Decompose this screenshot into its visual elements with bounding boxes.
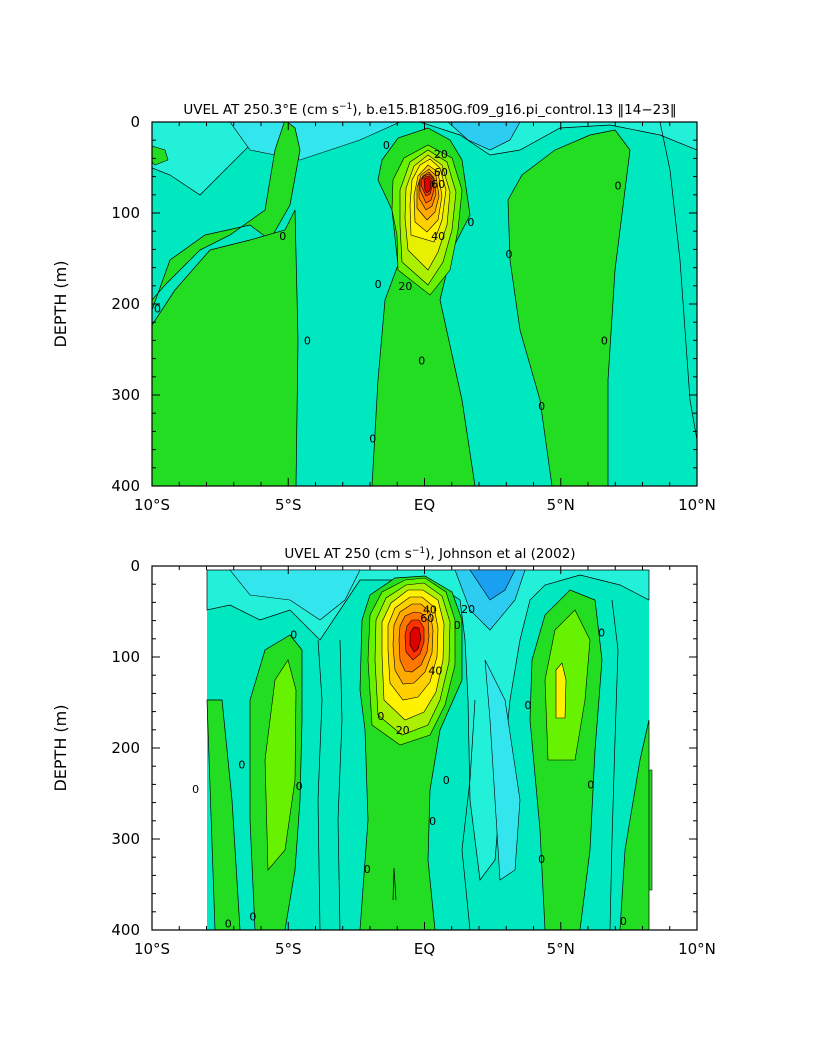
x-tick-label: 10°N (678, 496, 716, 514)
y-tick-label: 300 (111, 830, 140, 848)
x-tick-label: 5°N (547, 496, 575, 514)
y-tick-label: 0 (130, 113, 140, 131)
x-tick-label: 10°S (134, 940, 170, 958)
fill-surface-westward (152, 122, 697, 196)
fill-obs-east-jet (544, 609, 591, 761)
y-tick-label: 100 (111, 204, 140, 222)
fill-surface-westward-inner (229, 122, 401, 161)
x-tick-label: EQ (414, 496, 435, 514)
fill-west-eastward-2 (152, 209, 299, 486)
contour-label: 20 (398, 280, 412, 293)
contour-line-east (659, 122, 697, 441)
panel-obs-title: UVEL AT 250 (cm s−1), Johnson et al (200… (284, 546, 575, 562)
contour-label: 0 (377, 710, 384, 723)
contour-label: 0 (296, 780, 303, 793)
fill-obs-surface-2 (229, 569, 361, 621)
y-tick-label: 200 (111, 295, 140, 313)
contour-label: 40 (428, 665, 442, 678)
contour-label: 20 (434, 148, 448, 161)
fill-east-eastward (507, 129, 631, 486)
contour-line-obs-4 (609, 599, 619, 930)
fill-obs-far-east (619, 719, 650, 930)
fill-obs-west-eastward (206, 699, 241, 930)
contour-label: 40 (431, 230, 445, 243)
contour-line-obs-3 (461, 699, 476, 930)
panel-obs-ylabel: DEPTH (m) (51, 704, 70, 791)
fill-obs-surface-westward (206, 569, 650, 881)
contour-label: 20 (396, 724, 410, 737)
fill-eastward-left-small (152, 145, 169, 166)
contour-label: 60 (420, 612, 434, 625)
x-tick-label: 5°S (275, 940, 302, 958)
contour-line-obs-2 (337, 639, 343, 930)
panel-obs: UVEL AT 250 (cm s−1), Johnson et al (200… (51, 546, 716, 958)
y-tick-label: 100 (111, 648, 140, 666)
fill-obs-east-westward (484, 659, 521, 881)
fill-obs-east-jet-core (555, 662, 567, 719)
fill-obs-west-jet-core (264, 659, 297, 871)
contour-label: 0 (383, 139, 390, 152)
contour-label: 0 (429, 815, 436, 828)
panel-model-contours (152, 122, 697, 486)
x-tick-label: 10°S (134, 496, 170, 514)
x-tick-label: 5°N (547, 940, 575, 958)
contour-label: 20 (461, 603, 475, 616)
fill-obs-westward-core-2 (469, 569, 516, 601)
x-tick-label: 5°S (275, 496, 302, 514)
contour-label: 0 (154, 303, 161, 316)
contour-line-obs-1 (317, 639, 323, 930)
x-tick-label: 10°N (678, 940, 716, 958)
contour-label: 0 (192, 783, 199, 796)
contour-label: 0 (598, 626, 605, 639)
y-tick-label: 300 (111, 386, 140, 404)
contour-label: 0 (418, 354, 425, 367)
panel-model-title: UVEL AT 250.3°E (cm s−1), b.e15.B1850G.f… (183, 102, 676, 118)
contour-label: 40 (423, 604, 437, 617)
panel-model: UVEL AT 250.3°E (cm s−1), b.e15.B1850G.f… (51, 102, 716, 514)
contour-label: 0 (620, 915, 627, 928)
contour-label: 0 (238, 758, 245, 771)
contour-label: 0 (279, 230, 286, 243)
contour-label: 0 (614, 180, 621, 193)
contour-label: 60 (431, 178, 445, 191)
contour-label: 0 (505, 248, 512, 261)
contour-label: 0 (467, 216, 474, 229)
y-tick-label: 400 (111, 921, 140, 939)
contour-label: 0 (369, 433, 376, 446)
contour-label: 0 (587, 778, 594, 791)
contour-label: 0 (304, 334, 311, 347)
y-tick-label: 400 (111, 477, 140, 495)
fill-west-eastward (152, 122, 301, 311)
contour-label: 0 (538, 400, 545, 413)
contour-label: 0 (601, 334, 608, 347)
contour-label: 60 (434, 166, 448, 179)
panel-obs-contours (206, 569, 653, 930)
fill-surface-westward-core (447, 122, 521, 151)
contour-label: 0 (290, 628, 297, 641)
contour-label: 0 (525, 699, 532, 712)
contour-label: 0 (364, 863, 371, 876)
y-tick-label: 200 (111, 739, 140, 757)
contour-label: 0 (375, 278, 382, 291)
contour-label: 0 (249, 910, 256, 923)
contour-line-obs-5 (392, 867, 397, 901)
y-tick-label: 0 (130, 557, 140, 575)
contour-label: 0 (538, 853, 545, 866)
x-tick-label: EQ (414, 940, 435, 958)
contour-label: 0 (443, 774, 450, 787)
fill-obs-jet-core (409, 626, 422, 653)
panel-model-ylabel: DEPTH (m) (51, 260, 70, 347)
contour-label: 0 (454, 619, 461, 632)
contour-label: 0 (225, 918, 232, 931)
fill-jet-core (423, 177, 432, 194)
